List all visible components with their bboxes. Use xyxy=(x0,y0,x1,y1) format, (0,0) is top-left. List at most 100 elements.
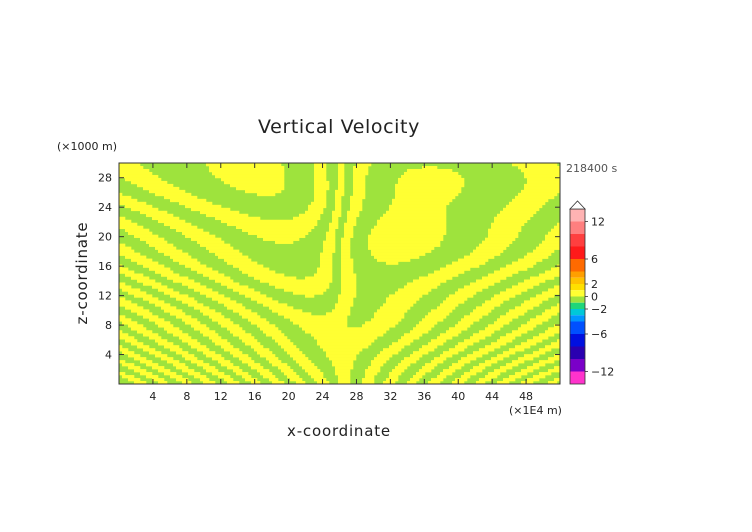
field-band xyxy=(236,225,315,230)
field-band xyxy=(308,204,327,209)
field-band xyxy=(455,345,468,349)
field-band xyxy=(119,345,123,349)
field-band xyxy=(380,351,399,355)
field-band xyxy=(119,243,126,247)
field-band xyxy=(269,306,294,310)
field-band xyxy=(383,213,447,218)
field-band xyxy=(533,249,555,253)
field-band xyxy=(221,219,318,224)
field-band xyxy=(125,177,162,182)
field-band xyxy=(398,177,465,182)
field-band xyxy=(251,345,264,349)
colorbar-level xyxy=(570,296,585,303)
field-band xyxy=(488,231,519,235)
field-band xyxy=(206,246,234,250)
field-band xyxy=(353,174,366,179)
field-band xyxy=(290,318,348,322)
field-band xyxy=(407,282,441,286)
field-band xyxy=(422,318,444,322)
field-band xyxy=(371,360,387,364)
field-band xyxy=(317,381,330,385)
field-band xyxy=(479,330,495,334)
field-band xyxy=(227,327,243,331)
field-band xyxy=(185,204,222,209)
field-band xyxy=(275,339,291,343)
field-band xyxy=(494,270,519,274)
field-band xyxy=(485,300,504,304)
field-band xyxy=(440,372,453,376)
field-band xyxy=(413,351,429,355)
field-band xyxy=(314,171,327,176)
field-band xyxy=(320,258,333,262)
field-band xyxy=(422,165,438,170)
field-band xyxy=(497,354,510,358)
field-band xyxy=(128,366,141,370)
field-band xyxy=(119,165,144,170)
field-band xyxy=(419,348,435,352)
field-band xyxy=(473,249,504,253)
field-band xyxy=(458,342,474,346)
field-band xyxy=(542,240,561,244)
field-band xyxy=(458,360,471,364)
field-band xyxy=(383,381,396,385)
field-band xyxy=(341,252,351,256)
field-band xyxy=(314,336,378,340)
field-band xyxy=(305,210,324,215)
field-band xyxy=(251,321,270,325)
field-band xyxy=(119,192,123,197)
field-band xyxy=(338,381,351,385)
field-band xyxy=(353,165,369,170)
field-band xyxy=(203,381,216,385)
field-band xyxy=(491,342,507,346)
field-band xyxy=(500,366,513,370)
field-band xyxy=(479,363,492,367)
y-unit-label: (×1000 m) xyxy=(57,140,117,153)
field-band xyxy=(200,291,219,295)
field-band xyxy=(323,240,336,244)
x-tick-label: 20 xyxy=(282,390,296,403)
field-band xyxy=(368,240,441,244)
field-band xyxy=(446,264,480,268)
field-band xyxy=(485,345,501,349)
field-band xyxy=(362,381,375,385)
field-band xyxy=(251,366,264,370)
field-band xyxy=(446,330,462,334)
field-band xyxy=(167,276,189,280)
field-band xyxy=(332,309,351,313)
field-band xyxy=(143,297,159,301)
field-band xyxy=(119,163,141,167)
field-band xyxy=(503,378,516,382)
x-tick-label: 12 xyxy=(214,390,228,403)
field-band xyxy=(371,249,432,253)
field-band xyxy=(527,366,540,370)
field-band xyxy=(335,195,342,200)
field-band xyxy=(524,300,543,304)
colorbar-label: 12 xyxy=(591,216,605,229)
field-band xyxy=(416,324,435,328)
field-band xyxy=(158,324,174,328)
field-band xyxy=(509,375,522,379)
field-band xyxy=(347,210,360,215)
field-band xyxy=(149,300,165,304)
field-band xyxy=(548,357,561,361)
field-band xyxy=(341,249,351,253)
field-band xyxy=(536,294,555,298)
field-band xyxy=(185,264,207,268)
field-band xyxy=(134,381,147,385)
field-band xyxy=(260,354,276,358)
field-band xyxy=(278,366,291,370)
field-band xyxy=(170,312,186,316)
field-band xyxy=(233,369,243,373)
field-band xyxy=(425,363,438,367)
field-band xyxy=(461,375,471,379)
field-band xyxy=(290,378,303,382)
field-band xyxy=(185,234,216,238)
field-band xyxy=(254,348,270,352)
field-band xyxy=(500,291,522,295)
field-band xyxy=(158,249,183,253)
field-band xyxy=(314,189,327,194)
field-band xyxy=(326,231,336,235)
field-band xyxy=(293,216,321,221)
field-band xyxy=(482,276,507,280)
field-band xyxy=(260,327,279,331)
